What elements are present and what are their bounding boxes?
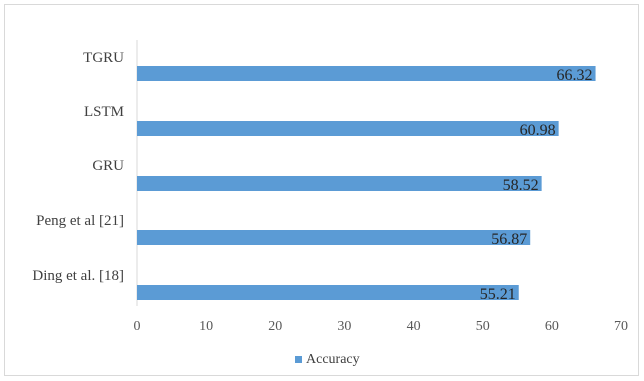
x-tick-label: 20 [268, 319, 282, 334]
bar [137, 230, 531, 245]
legend-swatch [295, 356, 302, 363]
x-tick-label: 30 [337, 319, 351, 334]
x-tick-label: 0 [134, 319, 141, 334]
bar [137, 121, 559, 136]
category-label: Ding et al. [18] [32, 268, 124, 284]
category-label: Peng et al [21] [36, 213, 124, 229]
data-label: 56.87 [491, 231, 527, 248]
legend-label: Accuracy [306, 352, 360, 367]
x-tick-label: 40 [407, 319, 421, 334]
data-label: 66.32 [557, 67, 593, 84]
category-label: LSTM [84, 104, 124, 120]
bar [137, 285, 519, 300]
data-label: 58.52 [503, 177, 539, 194]
x-tick-label: 10 [199, 319, 213, 334]
x-tick-label: 60 [545, 319, 559, 334]
bar [137, 66, 596, 81]
x-tick-label: 50 [476, 319, 490, 334]
x-tick-label: 70 [614, 319, 628, 334]
category-label: GRU [92, 158, 124, 174]
data-label: 60.98 [520, 122, 556, 139]
bar [137, 176, 542, 191]
data-label: 55.21 [480, 286, 516, 303]
category-label: TGRU [83, 50, 124, 66]
